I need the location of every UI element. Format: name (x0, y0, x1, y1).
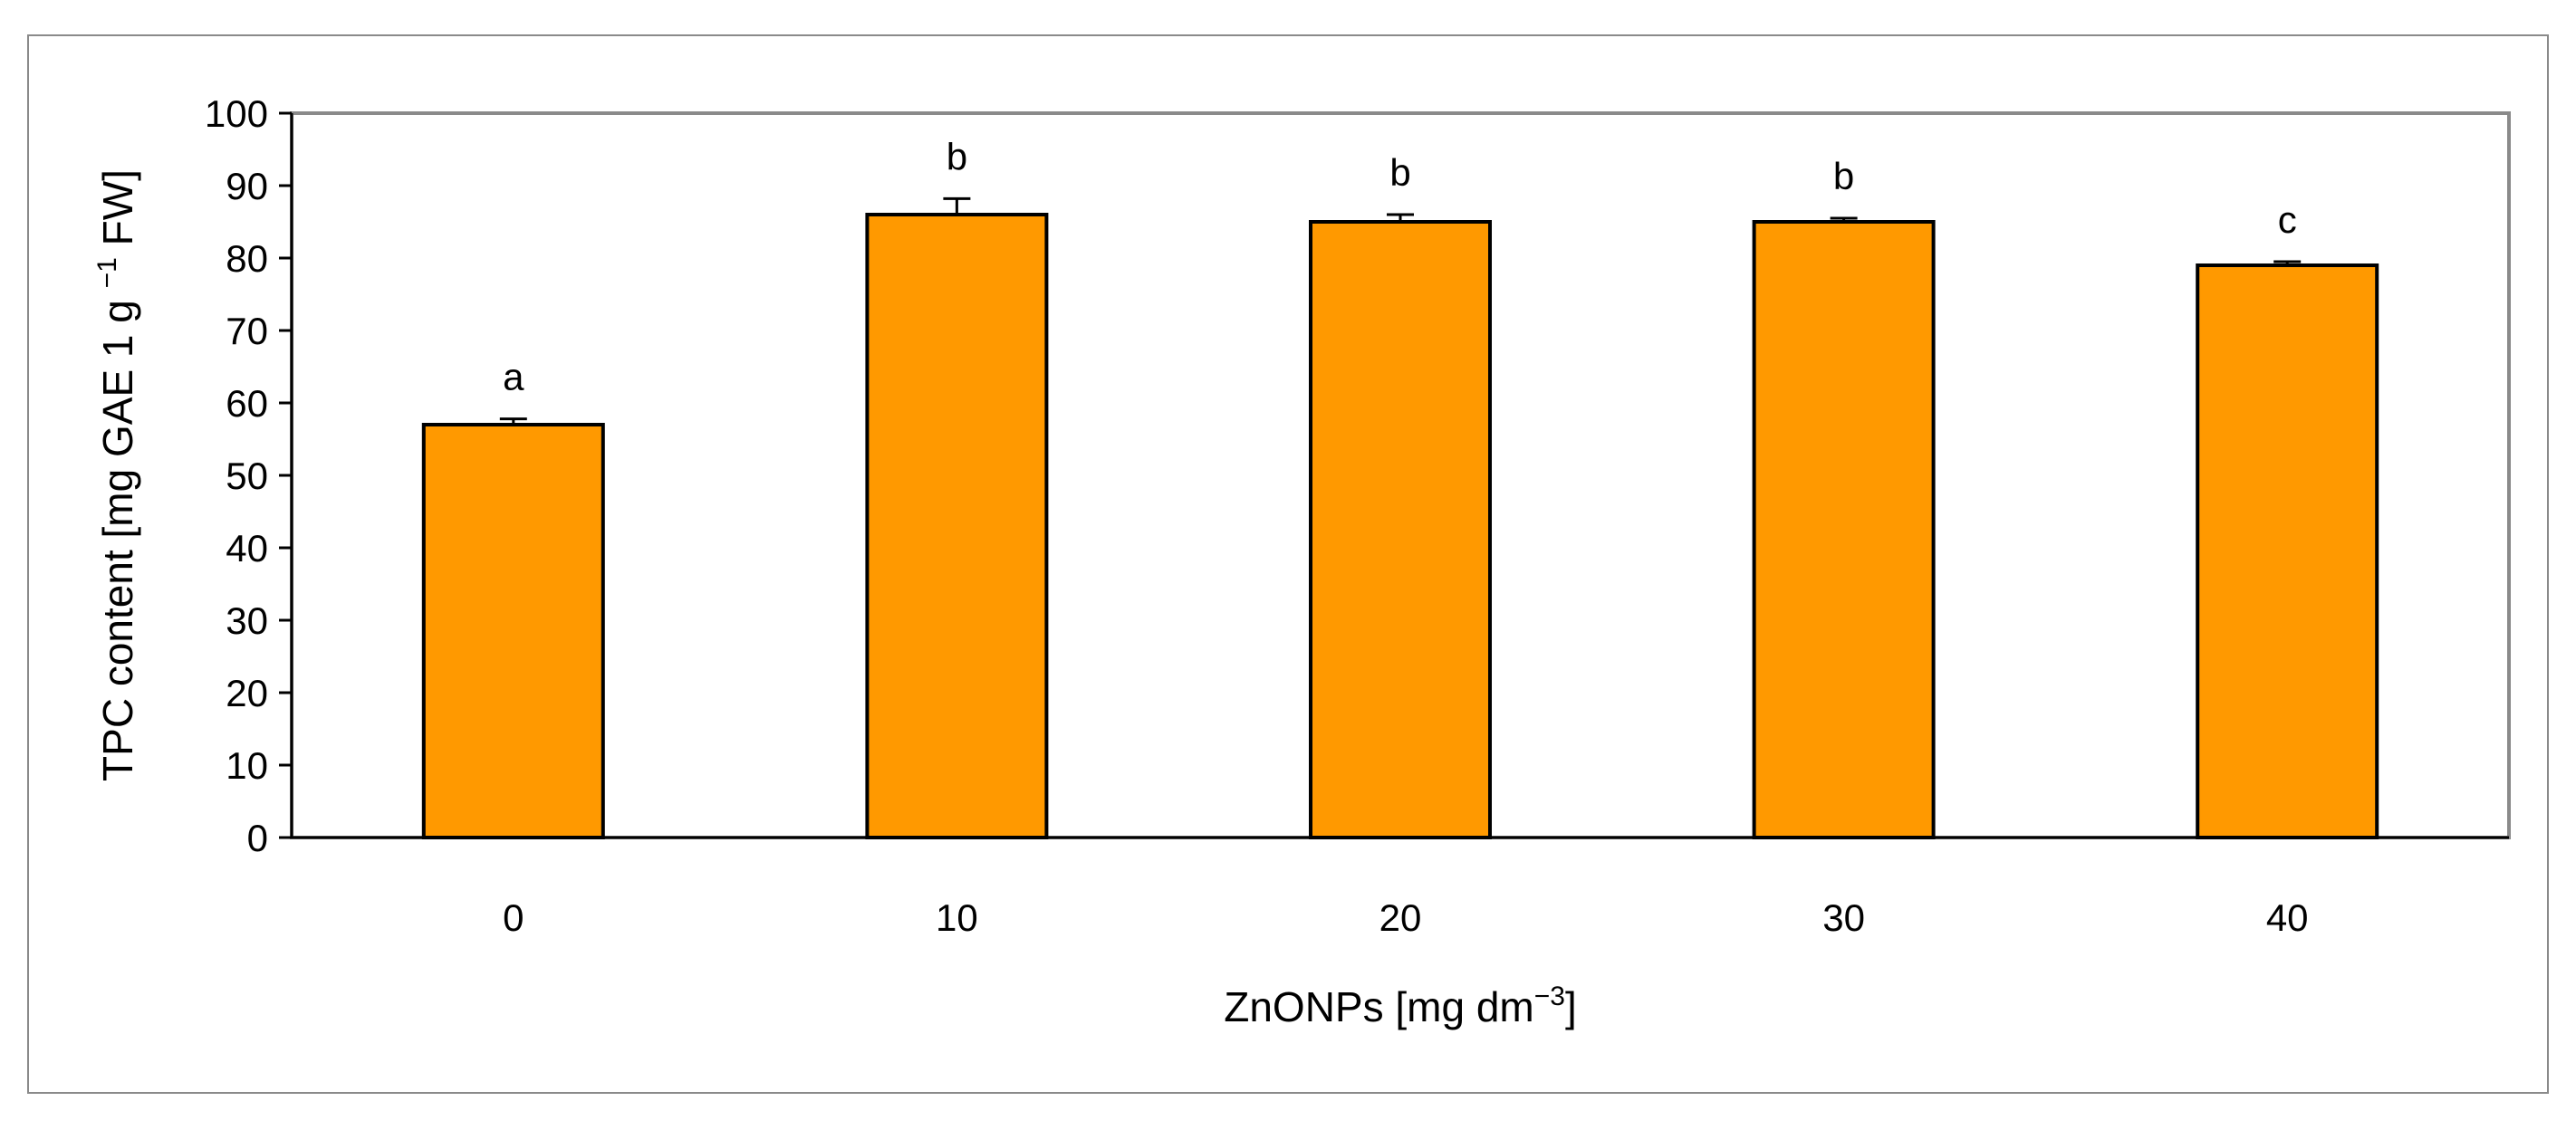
significance-letter: b (1833, 155, 1854, 197)
y-axis-ticks: 0 10 20 30 40 50 60 70 80 90 100 (205, 92, 292, 859)
bar (421, 423, 605, 839)
x-tick-label: 0 (503, 896, 524, 939)
x-tick-label: 20 (1379, 896, 1422, 939)
significance-letter: c (2278, 198, 2297, 241)
y-axis-label: TPC content [mg GAE 1 g −1 FW] (92, 169, 141, 781)
y-tick-label: 100 (205, 92, 268, 135)
y-tick-label: 80 (226, 237, 268, 280)
significance-letter: b (1389, 151, 1410, 194)
y-tick-label: 20 (226, 672, 268, 714)
x-axis-ticks: 0 10 20 30 40 (503, 896, 2308, 939)
bar (2196, 263, 2379, 839)
y-tick-label: 90 (226, 165, 268, 207)
significance-letter: b (947, 135, 967, 177)
figure-frame (27, 34, 2549, 1094)
y-tick-label: 30 (226, 599, 268, 642)
significance-letter: a (503, 356, 524, 398)
y-tick-label: 60 (226, 382, 268, 425)
x-tick-label: 10 (936, 896, 978, 939)
bars-group: a b b b c (421, 135, 2379, 839)
bar (1309, 220, 1492, 839)
y-tick-label: 70 (226, 310, 268, 352)
y-tick-label: 0 (247, 817, 268, 859)
y-tick-label: 50 (226, 455, 268, 497)
bar (865, 213, 1049, 839)
x-tick-label: 40 (2266, 896, 2309, 939)
x-tick-label: 30 (1822, 896, 1865, 939)
y-tick-label: 40 (226, 527, 268, 570)
bar (1752, 220, 1936, 839)
x-axis-label: ZnONPs [mg dm−3] (1224, 982, 1577, 1030)
y-tick-label: 10 (226, 744, 268, 787)
